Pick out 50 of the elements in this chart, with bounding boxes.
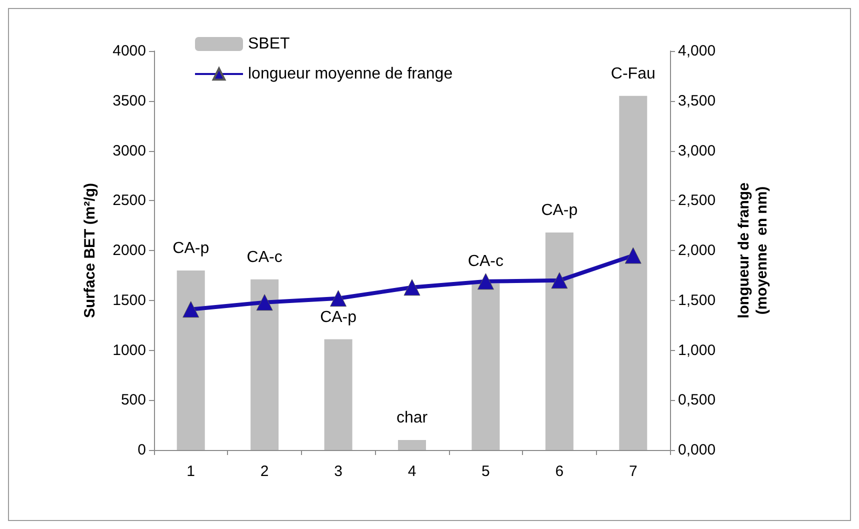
y-tick-label: 2000 [112, 242, 146, 259]
bar [472, 283, 500, 450]
y-tick-label: 1500 [112, 292, 146, 309]
legend-label: longueur moyenne de frange [248, 66, 453, 82]
bar [250, 279, 279, 450]
annotation: CA-c [246, 248, 282, 266]
point [330, 290, 347, 307]
annotation: CA-p [320, 308, 357, 326]
x-tick-label: 2 [260, 463, 269, 480]
y-tick-label: 0 [138, 442, 146, 458]
y2-tick-label: 2,000 [678, 242, 716, 259]
bar [324, 339, 352, 450]
y2-tick-label: 1,500 [678, 292, 716, 309]
y-tick-label: 4000 [112, 42, 146, 60]
x-tick-label: 7 [628, 463, 638, 480]
point [256, 294, 273, 311]
legend-label: SBET [248, 36, 290, 52]
y2-tick-label: 4,000 [678, 42, 716, 60]
annotation: CA-c [468, 252, 504, 270]
y2-tick-label: 1,000 [678, 342, 716, 359]
y2-tick-label: 2,500 [678, 192, 716, 210]
bar [398, 440, 426, 450]
bar [176, 270, 205, 450]
y2-tick-label: 0,500 [678, 392, 716, 409]
annotation: char [396, 410, 428, 427]
x-tick-label: 1 [186, 463, 196, 480]
point [404, 279, 420, 296]
x-tick-label: 4 [408, 463, 416, 480]
bar [545, 232, 574, 450]
annotation: CA-p [172, 240, 210, 257]
x-tick-label: 6 [555, 463, 564, 480]
point [477, 273, 494, 290]
annotation: C-Fau [610, 65, 656, 82]
y2-tick-label: 3,500 [678, 92, 716, 110]
point [182, 301, 200, 318]
y2-tick-label: 0,000 [678, 442, 716, 458]
bar [619, 96, 648, 450]
y2-axis-title: longueur de frange (moyenne en nm) [736, 182, 770, 318]
y-tick-label: 500 [120, 392, 146, 409]
x-tick-label: 3 [334, 463, 342, 480]
y2-tick-label: 3,000 [678, 142, 716, 160]
point [624, 247, 642, 264]
y-axis-title: Surface BET (m²/g) [82, 182, 98, 318]
annotation: CA-p [541, 202, 578, 220]
x-tick-label: 5 [482, 463, 490, 480]
y-tick-label: 2500 [112, 192, 146, 210]
y-tick-label: 3500 [112, 92, 146, 110]
point [551, 272, 568, 289]
y-tick-label: 1000 [112, 342, 146, 359]
y-tick-label: 3000 [112, 142, 146, 160]
